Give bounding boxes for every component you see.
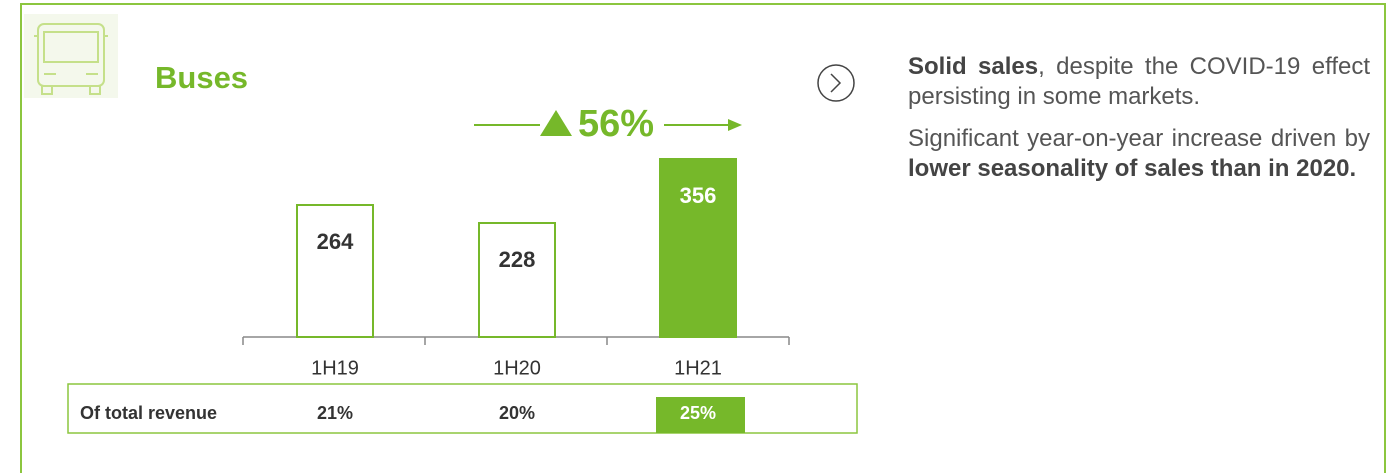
axis [242,336,790,345]
bar [296,204,374,338]
chart-title: Buses [155,60,248,95]
x-tick-label: 1H19 [311,357,359,379]
x-tick-label: 1H20 [493,357,541,379]
frame [20,3,1386,473]
bar-value-label: 228 [499,247,536,272]
notes: Solid sales, despite the COVID-19 effect… [908,52,1370,196]
revenue-highlight [656,397,745,433]
growth-arrow [474,110,742,136]
note-text: lower seasonality of sales than in 2020. [908,155,1357,182]
note-text: , despite the COVID-19 effect persisting… [908,53,1371,110]
revenue-value: 25% [680,403,716,423]
bus-icon [24,14,118,98]
bar [659,158,737,338]
revenue-box [67,383,858,434]
growth-label: 56% [578,103,654,145]
bar [478,222,556,338]
x-tick-label: 1H21 [674,357,722,379]
note-paragraph: Significant year-on-year increase driven… [908,124,1370,184]
revenue-value: 21% [317,403,353,423]
revenue-value: 20% [499,403,535,423]
bar-value-label: 356 [680,183,717,208]
note-text: Significant year-on-year increase driven… [908,125,1370,152]
next-icon [817,64,855,102]
note-text: Solid sales [908,53,1039,80]
bar-value-label: 264 [317,229,354,254]
note-paragraph: Solid sales, despite the COVID-19 effect… [908,52,1370,112]
revenue-label: Of total revenue [80,403,217,423]
